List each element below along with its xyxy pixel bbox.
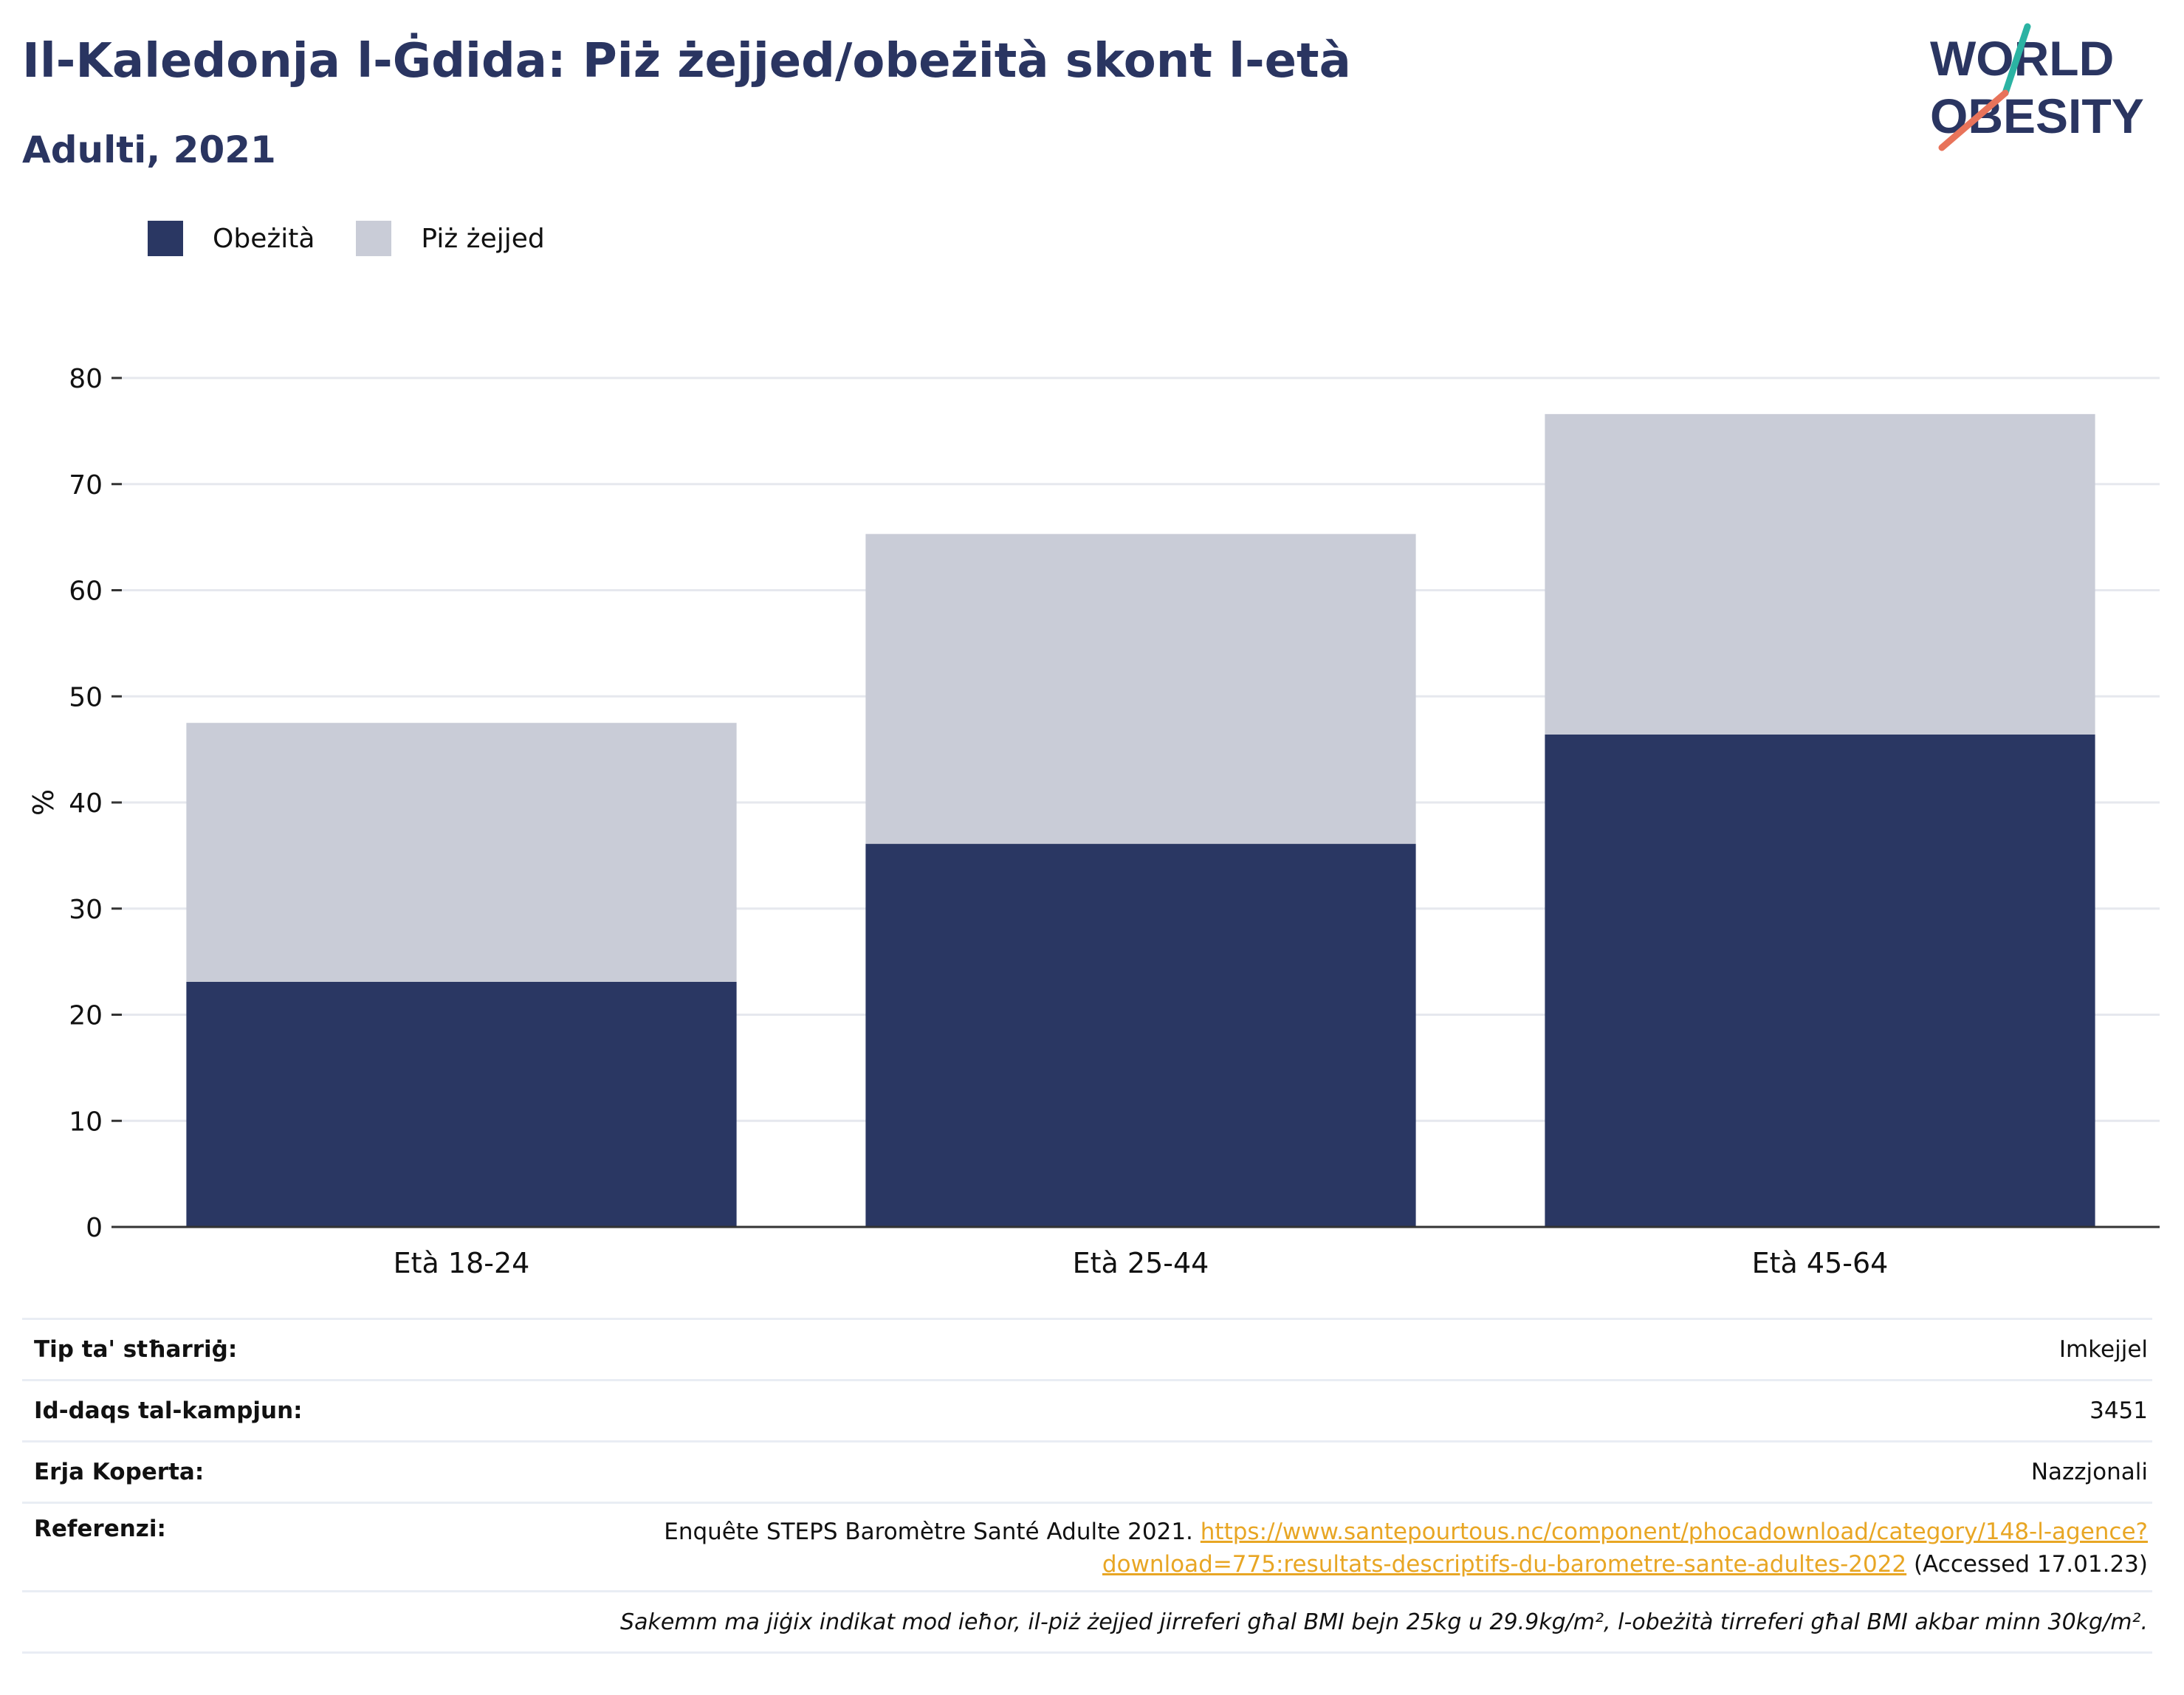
bar-obesity-1 xyxy=(186,981,737,1227)
y-tick-label: 30 xyxy=(69,895,103,925)
y-tick-label: 40 xyxy=(69,788,103,819)
legend-item-overweight[interactable]: Piż żejjed xyxy=(356,221,545,256)
references-label: Referenzi: xyxy=(34,1516,166,1542)
legend-label-overweight: Piż żejjed xyxy=(421,223,545,254)
info-row-survey-type: Tip ta' stħarriġ: Imkejjel xyxy=(22,1318,2152,1379)
x-tick-label: Età 45-64 xyxy=(1752,1247,1889,1277)
x-tick-label: Età 25-44 xyxy=(1073,1247,1209,1277)
legend: Obeżità Piż żejjed xyxy=(148,218,586,259)
y-tick-label: 60 xyxy=(69,577,103,607)
y-axis-label: % xyxy=(27,789,60,816)
axes: 0 10 20 30 40 50 60 70 80% Età 18-24 Età 25-44 Età … xyxy=(27,364,2160,1277)
info-table: Tip ta' stħarriġ: Imkejjel Id-daqs tal-k… xyxy=(22,1318,2152,1654)
chart-subtitle: Adulti, 2021 xyxy=(22,128,276,171)
sample-size-value: 3451 xyxy=(2089,1397,2148,1424)
legend-swatch-overweight xyxy=(356,221,392,256)
legend-swatch-obesity xyxy=(148,221,183,256)
world-obesity-logo: WORLD OBESITY xyxy=(1930,23,2144,151)
info-row-note: Sakemm ma jiġix indikat mod ieħor, il-pi… xyxy=(22,1590,2152,1654)
info-row-sample-size: Id-daqs tal-kampjun: 3451 xyxy=(22,1379,2152,1440)
logo-slash-teal xyxy=(2002,23,2031,97)
bar-overweight-2 xyxy=(865,534,1416,845)
coverage-value: Nazzjonali xyxy=(2030,1459,2148,1485)
info-row-references: Referenzi: Enquête STEPS Baromètre Santé… xyxy=(22,1502,2152,1590)
survey-type-label: Tip ta' stħarriġ: xyxy=(34,1336,238,1363)
y-tick-label: 10 xyxy=(69,1107,103,1137)
y-tick-label: 50 xyxy=(69,682,103,712)
y-tick-label: 0 xyxy=(86,1213,103,1243)
y-tick-label: 70 xyxy=(69,470,103,501)
legend-item-obesity[interactable]: Obeżità xyxy=(148,221,315,256)
references-link[interactable]: https://www.santepourtous.nc/component/p… xyxy=(1102,1519,2148,1578)
bar-obesity-3 xyxy=(1545,735,2095,1227)
legend-label-obesity: Obeżità xyxy=(213,223,315,254)
definition-note: Sakemm ma jiġix indikat mod ieħor, il-pi… xyxy=(620,1609,2148,1635)
references-accessed: (Accessed 17.01.23) xyxy=(1914,1551,2148,1578)
references-text: Enquête STEPS Baromètre Santé Adulte 202… xyxy=(664,1519,1193,1545)
bars xyxy=(186,413,2095,1227)
coverage-label: Erja Koperta: xyxy=(34,1459,205,1485)
bar-chart: 0 10 20 30 40 50 60 70 80% Età 18-24 Età 25-44 Età … xyxy=(27,364,2160,1277)
chart-title: Il-Kaledonja l-Ġdida: Piż żejjed/obeżità… xyxy=(22,34,1351,89)
logo-line2: OBESITY xyxy=(1930,89,2144,143)
info-row-coverage: Erja Koperta: Nazzjonali xyxy=(22,1440,2152,1502)
bar-overweight-1 xyxy=(186,723,737,982)
survey-type-value: Imkejjel xyxy=(2058,1336,2148,1363)
y-tick-label: 80 xyxy=(69,364,103,394)
x-tick-label: Età 18-24 xyxy=(394,1247,530,1277)
sample-size-label: Id-daqs tal-kampjun: xyxy=(34,1397,303,1424)
bar-obesity-2 xyxy=(865,844,1416,1227)
bar-overweight-3 xyxy=(1545,413,2095,735)
references-value: Enquête STEPS Baromètre Santé Adulte 202… xyxy=(464,1516,2152,1581)
logo-slash-coral xyxy=(1938,89,2009,151)
y-tick-label: 20 xyxy=(69,1001,103,1031)
